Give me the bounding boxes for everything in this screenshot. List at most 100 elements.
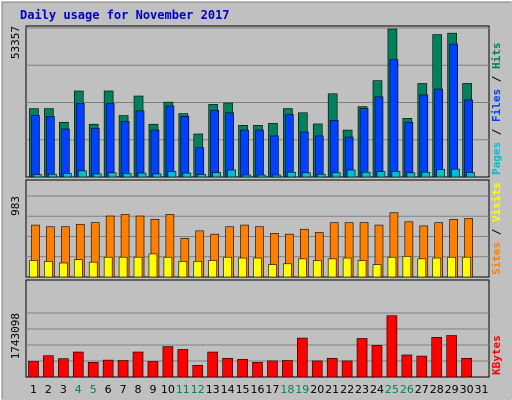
bar-files-day-3: [61, 128, 70, 178]
bar-kbytes-day-16: [252, 362, 263, 378]
bar-kbytes-day-4: [72, 351, 84, 378]
panel-visits: 983: [9, 179, 490, 278]
bar-sites-day-26: [402, 256, 412, 278]
panel-kbytes: 1743098: [9, 279, 490, 378]
bar-kbytes-day-30: [461, 357, 472, 378]
bar-files-day-8: [135, 110, 145, 178]
legend-kbytes: KBytes: [490, 335, 503, 375]
bar-sites-day-4: [73, 259, 83, 278]
bar-kbytes-day-10: [162, 346, 174, 378]
bar-pages-day-11: [182, 172, 192, 178]
bar-pages-day-6: [107, 172, 117, 178]
day-label-28: 28: [430, 383, 444, 396]
bar-pages-day-20: [316, 173, 326, 178]
bar-kbytes-day-26: [401, 354, 413, 378]
day-label-12: 12: [191, 383, 205, 396]
bar-files-day-20: [314, 135, 324, 178]
bar-files-day-12: [195, 147, 205, 178]
bar-files-day-26: [404, 121, 414, 178]
bar-sites-day-7: [118, 256, 128, 278]
x-axis-day-labels: 1 2 3 4 5 6 7 8 9 10 11 12 13 14 15 16 17 18 19 20 21 22 23 24 2…: [30, 383, 489, 396]
day-label-15: 15: [236, 383, 250, 396]
bar-sites-day-24: [372, 264, 382, 278]
bar-pages-day-26: [406, 172, 416, 178]
day-label-13: 13: [206, 383, 220, 396]
bar-files-day-14: [225, 112, 234, 178]
bar-sites-day-20: [312, 260, 322, 278]
day-label-23: 23: [355, 383, 369, 396]
day-label-10: 10: [161, 383, 175, 396]
bar-pages-day-28: [436, 169, 446, 178]
bar-kbytes-day-3: [58, 358, 69, 378]
bar-kbytes-day-27: [416, 355, 428, 378]
bar-files-day-27: [419, 94, 429, 178]
bar-sites-day-14: [223, 256, 232, 278]
bar-sites-day-15: [238, 257, 247, 278]
bar-files-day-24: [374, 96, 384, 178]
bar-files-day-25: [389, 59, 399, 178]
day-label-30: 30: [460, 383, 474, 396]
day-label-25: 25: [385, 383, 399, 396]
bar-kbytes-day-11: [177, 349, 189, 378]
legend-sites: Sites: [490, 242, 503, 275]
panel-hits-max-label: 53357: [9, 26, 22, 59]
bar-kbytes-day-17: [267, 360, 278, 378]
legend-files: Files: [490, 89, 503, 122]
bar-files-day-7: [120, 121, 130, 178]
legend-separator: /: [490, 222, 503, 242]
bar-sites-day-11: [178, 261, 188, 278]
series-visits: [31, 212, 473, 278]
bar-kbytes-day-15: [237, 359, 248, 378]
bar-files-day-11: [180, 116, 190, 178]
legend-separator: /: [490, 69, 503, 89]
bar-pages-day-7: [122, 173, 132, 178]
bar-pages-day-22: [346, 169, 356, 178]
day-label-26: 26: [400, 383, 414, 396]
bar-kbytes-day-7: [117, 360, 129, 378]
bar-pages-day-27: [421, 171, 431, 178]
bar-pages-day-9: [152, 173, 162, 178]
bar-sites-day-29: [447, 256, 456, 278]
day-label-9: 9: [149, 383, 156, 396]
bar-kbytes-day-23: [356, 338, 368, 378]
day-label-18: 18: [280, 383, 294, 396]
bar-files-day-6: [105, 103, 115, 178]
bar-pages-day-19: [302, 172, 311, 178]
legend-visits: Visits: [490, 182, 503, 222]
series-files: [31, 43, 473, 178]
bar-kbytes-day-22: [341, 360, 353, 378]
day-label-1: 1: [30, 383, 37, 396]
day-label-16: 16: [251, 383, 265, 396]
bar-pages-day-23: [361, 171, 371, 178]
bar-sites-day-3: [59, 262, 68, 278]
bar-files-day-10: [165, 105, 175, 178]
bar-kbytes-day-18: [282, 360, 293, 378]
bar-files-day-9: [150, 129, 160, 178]
bar-files-day-18: [285, 114, 294, 178]
bar-sites-day-22: [342, 257, 352, 278]
day-label-21: 21: [325, 383, 339, 396]
bar-files-day-28: [434, 88, 444, 178]
bar-pages-day-18: [287, 171, 296, 178]
bar-files-day-13: [210, 109, 219, 178]
bar-sites-day-27: [417, 258, 427, 278]
bar-sites-day-10: [163, 256, 173, 278]
bar-pages-day-29: [451, 168, 460, 178]
day-label-29: 29: [445, 383, 459, 396]
bar-kbytes-day-8: [132, 351, 144, 378]
panel-visits-legend: Sites / Visits: [490, 182, 503, 275]
bar-kbytes-day-20: [311, 360, 323, 378]
bar-sites-day-21: [327, 258, 337, 278]
legend-hits: Hits: [490, 43, 503, 70]
bar-files-day-23: [359, 108, 369, 178]
bar-files-day-19: [300, 131, 309, 178]
day-label-5: 5: [90, 383, 97, 396]
bar-sites-day-16: [253, 257, 262, 278]
bar-sites-day-8: [133, 256, 143, 278]
bar-files-day-5: [90, 128, 100, 178]
bar-pages-day-2: [48, 173, 57, 178]
bar-kbytes-day-1: [28, 361, 39, 378]
